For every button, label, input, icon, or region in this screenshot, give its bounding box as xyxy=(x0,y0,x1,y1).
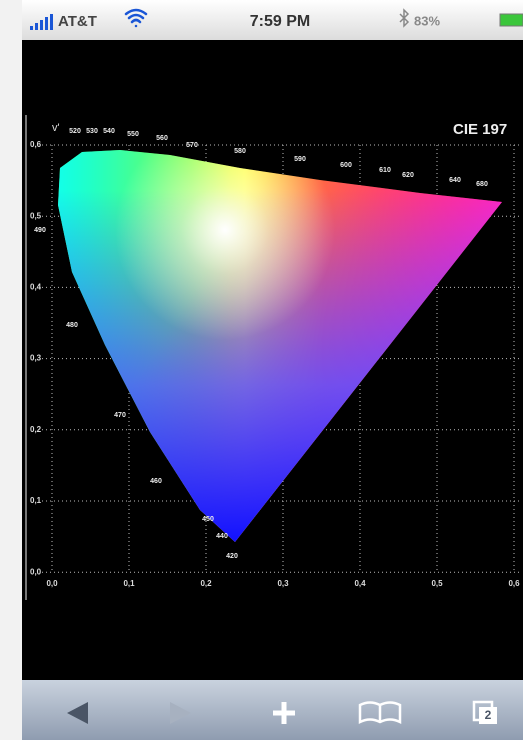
toolbar xyxy=(22,680,523,740)
x-tick-label: 0,1 xyxy=(123,579,135,588)
x-tick-label: 0,0 xyxy=(46,579,58,588)
y-tick-label: 0,2 xyxy=(30,425,42,434)
wavelength-label: 570 xyxy=(186,142,198,149)
wavelength-label: 460 xyxy=(150,478,162,485)
wavelength-label: 490 xyxy=(34,227,46,234)
wavelength-label: 620 xyxy=(402,172,414,179)
wavelength-label: 420 xyxy=(226,553,238,560)
wavelength-label: 550 xyxy=(127,131,139,138)
y-tick-label: 0,1 xyxy=(30,496,42,505)
wavelength-label: 540 xyxy=(103,128,115,135)
wavelength-label: 520 xyxy=(69,128,81,135)
screen: AT&T 7:59 PM 83% v' CIE 197 0,0 0,1 0,2 0,3… xyxy=(0,0,523,740)
wavelength-label: 580 xyxy=(234,148,246,155)
y-tick-label: 0,3 xyxy=(30,354,42,363)
x-tick-label: 0,5 xyxy=(431,579,443,588)
x-tick-label: 0,3 xyxy=(277,579,289,588)
y-tick-label: 0,4 xyxy=(30,283,42,292)
x-tick-label: 0,4 xyxy=(354,579,366,588)
wavelength-label: 680 xyxy=(476,181,488,188)
wavelength-label: 640 xyxy=(449,177,461,184)
wavelength-label: 590 xyxy=(294,156,306,163)
wavelength-label: 470 xyxy=(114,412,126,419)
diagram-title: CIE 197 xyxy=(453,121,507,138)
wavelength-label: 530 xyxy=(86,128,98,135)
battery-percent: 83% xyxy=(414,13,440,28)
x-tick-label: 0,6 xyxy=(508,579,520,588)
wavelength-label: 480 xyxy=(66,322,78,329)
wavelength-label: 560 xyxy=(156,135,168,142)
page: AT&T 7:59 PM 83% v' CIE 197 0,0 0,1 0,2 0,3… xyxy=(0,0,523,740)
wavelength-label: 610 xyxy=(379,167,391,174)
wavelength-label: 600 xyxy=(340,162,352,169)
clock: 7:59 PM xyxy=(250,13,310,30)
y-tick-label: 0,5 xyxy=(30,211,42,220)
carrier: AT&T xyxy=(58,13,97,30)
y-axis-label: v' xyxy=(52,122,60,134)
y-tick-label: 0,6 xyxy=(30,140,42,149)
wavelength-label: 450 xyxy=(202,516,214,523)
battery-icon xyxy=(500,14,523,26)
tabs-count: 2 xyxy=(485,708,492,722)
y-tick-label: 0,0 xyxy=(30,567,42,576)
wavelength-label: 440 xyxy=(216,533,228,540)
x-tick-label: 0,2 xyxy=(200,579,212,588)
